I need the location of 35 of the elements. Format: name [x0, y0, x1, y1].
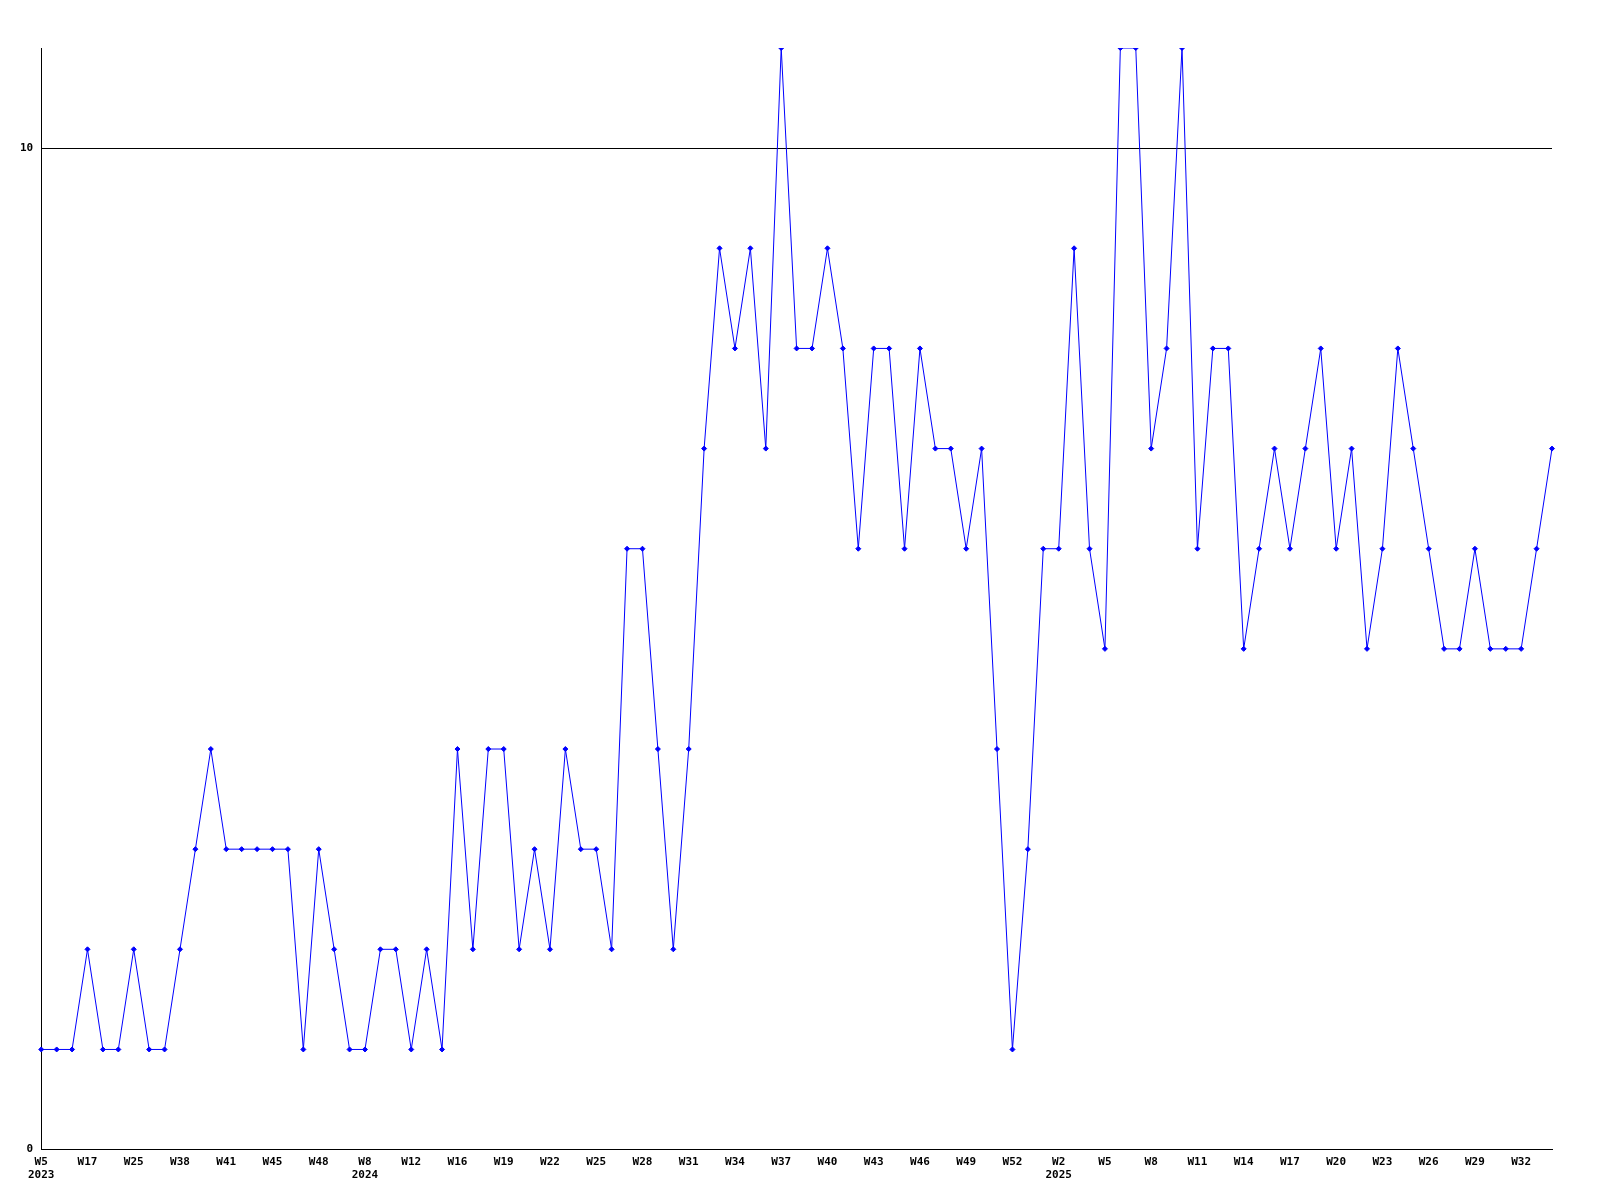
- x-tick-label: W41: [216, 1155, 237, 1169]
- x-tick-label: W2 2025: [1045, 1155, 1072, 1182]
- x-tick-label: W20: [1326, 1155, 1347, 1169]
- x-tick-label: W38: [170, 1155, 190, 1169]
- x-tick-label: W43: [863, 1155, 884, 1169]
- x-tick-label: W32: [1511, 1155, 1532, 1169]
- x-tick-label: W25: [586, 1155, 607, 1169]
- x-tick-label: W52: [1002, 1155, 1023, 1169]
- x-tick-label: W23: [1372, 1155, 1393, 1169]
- y-tick-label: 10: [20, 141, 34, 154]
- x-tick-label: W8: [1144, 1155, 1158, 1169]
- x-tick-label: W28: [632, 1155, 653, 1169]
- x-tick-label: W29: [1464, 1155, 1485, 1169]
- y-tick-label: 0: [26, 1142, 34, 1156]
- x-tick-label: W12: [401, 1155, 422, 1169]
- x-tick-label: W25: [123, 1155, 144, 1169]
- x-tick-label: W22: [540, 1155, 560, 1169]
- x-tick-label: W26: [1418, 1155, 1439, 1169]
- x-tick-label: W5: [1098, 1155, 1112, 1169]
- x-tick-label: W37: [771, 1155, 792, 1169]
- x-tick-label: W49: [956, 1155, 977, 1169]
- x-tick-label: W48: [308, 1155, 329, 1169]
- x-tick-label: W14: [1233, 1155, 1254, 1169]
- x-tick-label: W46: [910, 1155, 931, 1169]
- x-tick-label: W5 2023: [28, 1155, 55, 1182]
- x-tick-label: W19: [493, 1155, 514, 1169]
- x-tick-label: W40: [817, 1155, 838, 1169]
- x-tick-label: W17: [77, 1155, 98, 1169]
- x-tick-label: W17: [1279, 1155, 1300, 1169]
- x-tick-label: W16: [447, 1155, 468, 1169]
- x-tick-label: W11: [1187, 1155, 1208, 1169]
- x-tick-label: W45: [262, 1155, 283, 1169]
- x-tick-label: W8 2024: [351, 1155, 379, 1182]
- x-tick-label: W31: [678, 1155, 700, 1169]
- x-tick-label: W34: [725, 1155, 746, 1169]
